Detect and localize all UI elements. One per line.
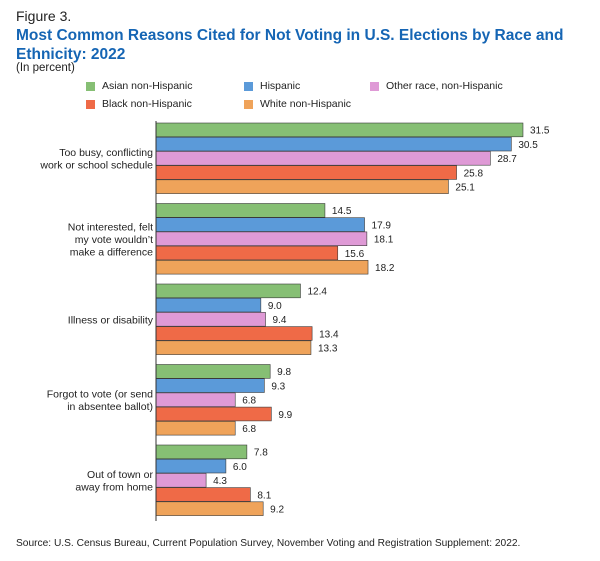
value-label-white-cat4: 6.8 — [242, 424, 256, 435]
value-label-hispanic-cat2: 17.9 — [372, 220, 392, 231]
value-label-black-cat5: 8.1 — [257, 490, 271, 501]
legend-item-asian: Asian non-Hispanic — [86, 80, 192, 92]
legend-swatch-other — [370, 81, 379, 91]
value-label-white-cat3: 13.3 — [318, 344, 338, 355]
bar-hispanic-cat3 — [155, 297, 262, 313]
bar-asian-cat3 — [155, 283, 301, 299]
bar-black-cat2 — [155, 245, 339, 261]
legend-item-other: Other race, non-Hispanic — [370, 80, 503, 92]
bar-hispanic-cat4 — [155, 378, 265, 393]
value-label-asian-cat5: 7.8 — [254, 448, 268, 459]
legend-swatch-black — [86, 99, 95, 109]
value-label-hispanic-cat4: 9.3 — [271, 381, 285, 392]
category-label-1: Too busy, conflicting work or school sche… — [39, 147, 153, 172]
value-label-white-cat5: 9.2 — [270, 505, 284, 516]
value-label-black-cat4: 9.9 — [278, 410, 292, 421]
bar-other-cat4 — [155, 392, 236, 407]
bar-black-cat1 — [155, 165, 457, 180]
value-label-other-cat4: 6.8 — [242, 396, 256, 407]
bar-white-cat4 — [155, 420, 236, 436]
legend-swatch-asian — [86, 81, 95, 91]
value-label-black-cat2: 15.6 — [345, 249, 365, 260]
value-label-white-cat2: 18.2 — [375, 263, 395, 274]
chart-title: Most Common Reasons Cited for Not Voting… — [16, 27, 564, 63]
figure-label: Figure 3. — [16, 8, 72, 24]
value-label-hispanic-cat3: 9.0 — [268, 301, 282, 312]
bar-hispanic-cat1 — [155, 136, 512, 152]
value-label-black-cat3: 13.4 — [319, 329, 339, 340]
bar-white-cat2 — [155, 259, 369, 275]
value-label-other-cat5: 4.3 — [213, 476, 227, 487]
bar-other-cat1 — [155, 151, 491, 166]
bar-asian-cat1 — [155, 122, 524, 138]
legend-swatch-hispanic — [244, 81, 253, 91]
category-label-5: Out of town or away from home — [75, 469, 153, 494]
value-label-other-cat3: 9.4 — [273, 315, 287, 326]
category-label-4: Forgot to vote (or send in absentee ballo… — [47, 389, 153, 414]
category-label-2: Not interested, felt my vote wouldn’t make… — [68, 221, 153, 258]
source-note: Source: U.S. Census Bureau, Current Popu… — [16, 538, 521, 549]
bar-white-cat5 — [155, 501, 264, 516]
bar-black-cat5 — [155, 487, 251, 502]
chart-subtitle: (In percent) — [16, 62, 75, 74]
bar-asian-cat4 — [155, 364, 271, 379]
bar-black-cat3 — [155, 326, 313, 341]
bar-white-cat3 — [155, 340, 312, 355]
legend-label-asian: Asian non-Hispanic — [102, 80, 193, 92]
legend-label-white: White non-Hispanic — [260, 98, 352, 110]
value-label-asian-cat4: 9.8 — [277, 367, 291, 378]
value-label-hispanic-cat5: 6.0 — [233, 462, 247, 473]
value-label-asian-cat2: 14.5 — [332, 206, 352, 217]
legend-item-black: Black non-Hispanic — [86, 98, 192, 110]
legend-label-hispanic: Hispanic — [260, 80, 301, 92]
bar-other-cat5 — [155, 473, 207, 488]
bar-black-cat4 — [155, 406, 272, 422]
legend-label-black: Black non-Hispanic — [102, 98, 192, 110]
legend-label-other: Other race, non-Hispanic — [386, 80, 503, 92]
legend-item-white: White non-Hispanic — [244, 98, 351, 110]
legend-item-hispanic: Hispanic — [244, 80, 300, 92]
value-label-white-cat1: 25.1 — [455, 183, 475, 194]
value-label-other-cat2: 18.1 — [374, 235, 394, 246]
bar-hispanic-cat2 — [155, 217, 365, 232]
bar-asian-cat5 — [155, 444, 248, 460]
value-label-black-cat1: 25.8 — [464, 168, 484, 179]
value-label-other-cat1: 28.7 — [497, 154, 517, 165]
legend-swatch-white — [244, 99, 253, 109]
category-label-3: Illness or disability — [68, 314, 154, 326]
bar-white-cat1 — [155, 179, 449, 194]
bar-other-cat3 — [155, 312, 266, 327]
value-label-asian-cat3: 12.4 — [307, 287, 327, 298]
bar-hispanic-cat5 — [155, 458, 227, 474]
value-label-asian-cat1: 31.5 — [530, 126, 550, 137]
value-label-hispanic-cat1: 30.5 — [518, 140, 538, 151]
bar-other-cat2 — [155, 231, 368, 246]
bar-asian-cat2 — [155, 203, 326, 218]
